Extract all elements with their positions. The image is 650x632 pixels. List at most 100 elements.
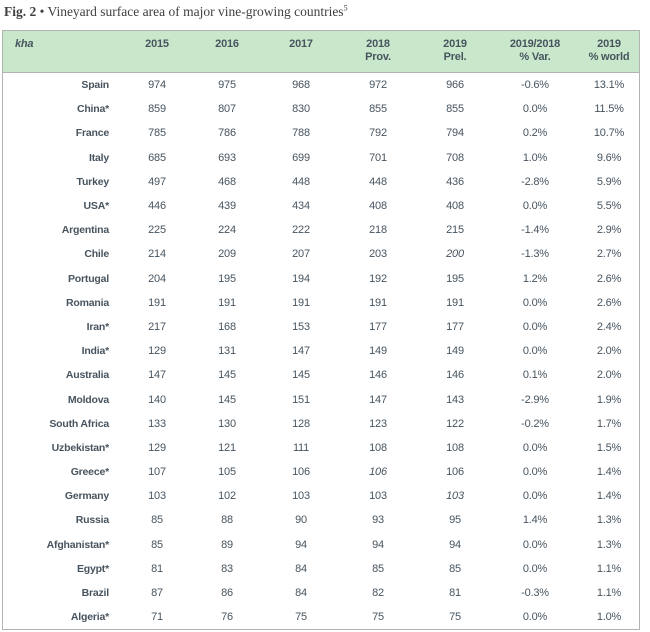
cell-world_share_2019: 13.1% (593, 79, 625, 92)
header-cell-y2015: 2015 (123, 31, 191, 72)
cell-y2018_prov: 106 (369, 466, 387, 479)
cell-y2016: 807 (218, 103, 236, 116)
cell-var_2019_2018: 0.1% (522, 369, 548, 382)
table-row: Germany 103 102 103 103 103 0.0% 1.4% (3, 484, 639, 508)
cell-y2016: 86 (221, 587, 233, 600)
cell-country: China* (76, 103, 109, 116)
cell-world_share_2019: 2.4% (596, 320, 622, 333)
cell-y2018_prov: 147 (369, 393, 387, 406)
table-row: Egypt* 81 83 84 85 85 0.0% 1.1% (3, 557, 639, 581)
vineyard-surface-table: kha 2015 2016 2017 2018 Prov. 2019 Prel. 2019/20… (2, 30, 640, 630)
cell-var_2019_2018: -0.3% (521, 587, 549, 600)
header-cell-y2017: 2017 (263, 31, 339, 72)
cell-y2016: 121 (218, 441, 236, 454)
cell-y2015: 129 (148, 345, 166, 358)
cell-y2017: 448 (292, 175, 310, 188)
cell-y2017: 968 (292, 79, 310, 92)
table-row: Spain 974 975 968 972 966 -0.6% 13.1% (3, 73, 639, 97)
cell-var_2019_2018: 1.2% (522, 272, 548, 285)
cell-y2019_prel: 149 (446, 345, 464, 358)
cell-y2015: 133 (148, 417, 166, 430)
cell-var_2019_2018: 0.0% (522, 200, 548, 213)
header-cell-world_share_2019: 2019% world (577, 31, 641, 72)
cell-var_2019_2018: -1.4% (521, 224, 549, 237)
cell-world_share_2019: 1.5% (596, 441, 622, 454)
table-body: Spain 974 975 968 972 966 -0.6% 13.1% China* 859 8… (3, 73, 639, 629)
cell-y2015: 217 (148, 320, 166, 333)
cell-country: Iran* (86, 320, 110, 333)
cell-country: Greece* (70, 466, 110, 479)
cell-y2017: 128 (292, 417, 310, 430)
cell-y2015: 974 (148, 79, 166, 92)
cell-y2016: 105 (218, 466, 236, 479)
cell-y2016: 975 (218, 79, 236, 92)
header-label: kha (15, 38, 34, 50)
cell-world_share_2019: 1.3% (596, 514, 622, 527)
cell-world_share_2019: 11.5% (594, 103, 624, 116)
table-header-row: kha 2015 2016 2017 2018 Prov. 2019 Prel. 2019/20… (3, 31, 639, 73)
header-label: 2017 (289, 38, 313, 50)
cell-world_share_2019: 2.7% (596, 248, 622, 261)
cell-y2019_prel: 408 (446, 200, 464, 213)
cell-y2017: 147 (292, 345, 310, 358)
cell-y2015: 497 (148, 175, 166, 188)
cell-y2015: 214 (148, 248, 166, 261)
cell-y2019_prel: 146 (446, 369, 464, 382)
cell-y2018_prov: 149 (369, 345, 387, 358)
cell-y2016: 468 (218, 175, 236, 188)
cell-country: USA* (83, 200, 110, 213)
cell-country: Turkey (76, 175, 110, 188)
cell-var_2019_2018: 1.0% (522, 151, 548, 164)
header-sublabel: Prov. (365, 51, 391, 63)
cell-var_2019_2018: -0.2% (521, 417, 549, 430)
header-label: 2015 (145, 38, 169, 50)
table-row: Turkey 497 468 448 448 436 -2.8% 5.9% (3, 170, 639, 194)
cell-y2017: 191 (292, 296, 310, 309)
cell-y2019_prel: 108 (446, 441, 464, 454)
cell-y2019_prel: 966 (446, 79, 464, 92)
cell-y2017: 153 (292, 320, 310, 333)
cell-y2018_prov: 701 (369, 151, 387, 164)
cell-world_share_2019: 1.4% (596, 490, 622, 503)
cell-y2019_prel: 103 (446, 490, 464, 503)
cell-y2019_prel: 855 (446, 103, 464, 116)
header-cell-var_2019_2018: 2019/2018% Var. (493, 31, 577, 72)
cell-var_2019_2018: 0.0% (522, 490, 548, 503)
cell-y2016: 693 (218, 151, 236, 164)
cell-y2016: 145 (218, 369, 236, 382)
cell-y2019_prel: 94 (449, 538, 461, 551)
table-row: Russia 85 88 90 93 95 1.4% 1.3% (3, 508, 639, 532)
cell-y2018_prov: 146 (369, 369, 387, 382)
cell-y2015: 107 (148, 466, 166, 479)
cell-y2015: 191 (148, 296, 166, 309)
cell-y2017: 434 (292, 200, 310, 213)
cell-var_2019_2018: 0.0% (522, 441, 548, 454)
cell-world_share_2019: 1.0% (596, 611, 622, 624)
cell-y2019_prel: 200 (446, 248, 464, 261)
cell-y2019_prel: 95 (449, 514, 461, 527)
table-row: India* 129 131 147 149 149 0.0% 2.0% (3, 339, 639, 363)
cell-y2016: 195 (218, 272, 236, 285)
figure-title: Fig. 2 • Vineyard surface area of major … (4, 4, 646, 20)
header-label: 2019 (597, 38, 621, 50)
cell-world_share_2019: 2.9% (596, 224, 622, 237)
header-sublabel: % Var. (519, 51, 551, 63)
table-row: Greece* 107 105 106 106 106 0.0% 1.4% (3, 460, 639, 484)
cell-y2019_prel: 81 (449, 587, 461, 600)
cell-y2015: 859 (148, 103, 166, 116)
cell-y2015: 87 (151, 587, 163, 600)
table-row: Portugal 204 195 194 192 195 1.2% 2.6% (3, 267, 639, 291)
cell-y2018_prov: 408 (369, 200, 387, 213)
cell-y2017: 788 (292, 127, 310, 140)
header-cell-country: kha (3, 31, 123, 72)
cell-var_2019_2018: 0.0% (522, 103, 548, 116)
cell-y2019_prel: 215 (446, 224, 464, 237)
cell-y2017: 207 (292, 248, 310, 261)
cell-world_share_2019: 1.9% (596, 393, 622, 406)
cell-y2018_prov: 94 (372, 538, 384, 551)
cell-y2017: 84 (295, 562, 307, 575)
cell-country: Italy (88, 151, 109, 164)
table-row: Argentina 225 224 222 218 215 -1.4% 2.9% (3, 218, 639, 242)
cell-y2017: 151 (292, 393, 310, 406)
cell-y2016: 145 (218, 393, 236, 406)
